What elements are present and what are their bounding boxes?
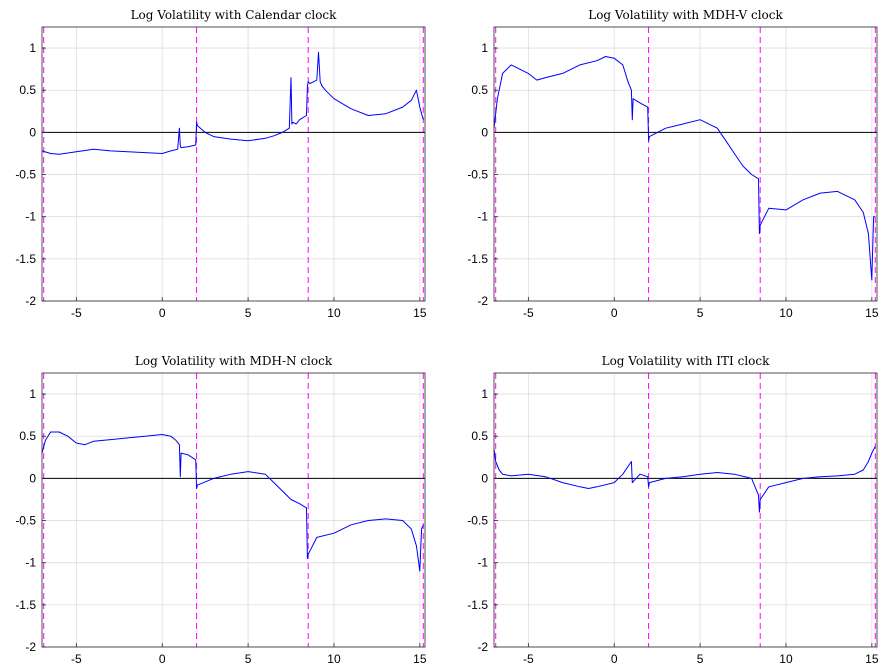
y-tick-label: -0.5	[15, 168, 36, 182]
series-line	[41, 51, 424, 155]
plot-area	[494, 27, 877, 301]
x-tick-label: -5	[523, 306, 534, 320]
y-tick-label: -0.5	[467, 168, 488, 182]
x-tick-label: 5	[697, 652, 704, 663]
y-tick-label: 0.5	[19, 83, 36, 97]
x-tick-label: 10	[779, 652, 793, 663]
chart-title: Log Volatility with MDH-V clock	[588, 8, 783, 22]
y-tick-label: -1	[477, 556, 488, 570]
x-tick-label: 15	[413, 306, 427, 320]
series-line	[493, 446, 876, 513]
chart-title: Log Volatility with ITI clock	[602, 354, 771, 368]
plot-area	[494, 373, 877, 647]
x-tick-label: 0	[159, 306, 166, 320]
y-tick-label: -2	[25, 294, 36, 308]
x-tick-label: 0	[611, 652, 618, 663]
x-tick-label: -5	[71, 652, 82, 663]
x-tick-label: 5	[697, 306, 704, 320]
x-tick-label: 10	[779, 306, 793, 320]
axes-box	[41, 372, 426, 648]
y-tick-label: 0.5	[471, 83, 488, 97]
plot-area	[42, 373, 425, 647]
y-tick-label: -1.5	[15, 598, 36, 612]
subplot-calendar-clock: -5 0 5 10 15 1 0.5 0 -0.5 -1 -1.5 -2 Log Volatility …	[15, 8, 427, 320]
x-tick-label: 5	[245, 652, 252, 663]
subplot-mdh-v-clock: -5 0 5 10 15 1 0.5 0 -0.5 -1 -1.5 -2 Log Volatility …	[467, 8, 878, 320]
y-tick-label: -0.5	[15, 514, 36, 528]
y-tick-label: 0	[481, 471, 488, 485]
y-tick-label: 1	[29, 387, 36, 401]
y-tick-label: -2	[477, 294, 488, 308]
y-tick-label: -1	[25, 210, 36, 224]
x-tick-label: 0	[159, 652, 166, 663]
chart-title: Log Volatility with MDH-N clock	[135, 354, 333, 368]
y-tick-label: -1.5	[467, 252, 488, 266]
axes-box	[41, 26, 426, 302]
y-tick-label: 0	[29, 471, 36, 485]
plot-area	[42, 27, 425, 301]
x-tick-label: -5	[71, 306, 82, 320]
y-tick-label: -1	[477, 210, 488, 224]
x-tick-label: 5	[245, 306, 252, 320]
x-tick-label: 15	[865, 306, 878, 320]
y-tick-label: 0	[29, 125, 36, 139]
subplot-mdh-n-clock: -5 0 5 10 15 1 0.5 0 -0.5 -1 -1.5 -2 Log Volatility …	[15, 354, 427, 663]
y-tick-label: 1	[481, 41, 488, 55]
y-tick-label: -1.5	[467, 598, 488, 612]
series-line	[41, 431, 424, 572]
x-tick-label: -5	[523, 652, 534, 663]
x-tick-label: 15	[413, 652, 427, 663]
x-tick-label: 10	[327, 306, 341, 320]
y-tick-label: -1.5	[15, 252, 36, 266]
y-tick-label: -0.5	[467, 514, 488, 528]
y-tick-label: 0	[481, 125, 488, 139]
y-tick-label: 1	[481, 387, 488, 401]
y-tick-label: 1	[29, 41, 36, 55]
y-tick-label: -2	[477, 640, 488, 654]
chart-title: Log Volatility with Calendar clock	[131, 8, 338, 22]
x-tick-label: 15	[865, 652, 878, 663]
x-tick-label: 0	[611, 306, 618, 320]
axes-box	[493, 372, 878, 648]
y-tick-label: -1	[25, 556, 36, 570]
x-tick-label: 10	[327, 652, 341, 663]
series-line	[493, 56, 876, 281]
y-tick-label: 0.5	[471, 429, 488, 443]
axes-box	[493, 26, 878, 302]
y-tick-label: -2	[25, 640, 36, 654]
y-tick-label: 0.5	[19, 429, 36, 443]
subplot-iti-clock: -5 0 5 10 15 1 0.5 0 -0.5 -1 -1.5 -2 Log Volatility …	[467, 354, 878, 663]
